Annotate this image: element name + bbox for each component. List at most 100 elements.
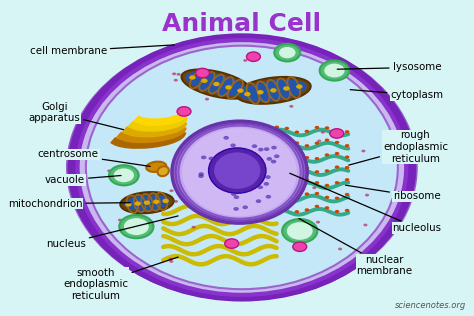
Circle shape	[284, 169, 289, 172]
Circle shape	[274, 170, 279, 173]
Circle shape	[118, 219, 122, 222]
Circle shape	[182, 120, 186, 123]
Circle shape	[153, 200, 160, 204]
Circle shape	[345, 193, 349, 196]
Circle shape	[198, 174, 204, 178]
Circle shape	[274, 204, 279, 208]
Circle shape	[176, 73, 181, 76]
Circle shape	[274, 141, 279, 144]
Ellipse shape	[78, 40, 406, 295]
Circle shape	[213, 82, 219, 86]
Text: Animal Cell: Animal Cell	[162, 12, 321, 36]
Circle shape	[252, 144, 257, 148]
Circle shape	[315, 192, 319, 195]
Circle shape	[240, 90, 244, 93]
Circle shape	[233, 207, 239, 211]
Circle shape	[325, 206, 329, 210]
Text: mitochondrion: mitochondrion	[8, 199, 130, 209]
Circle shape	[257, 90, 264, 94]
Circle shape	[305, 167, 309, 170]
Ellipse shape	[119, 215, 154, 238]
Circle shape	[330, 129, 344, 138]
Circle shape	[191, 226, 196, 228]
Circle shape	[335, 130, 339, 133]
Circle shape	[335, 197, 339, 200]
Circle shape	[305, 222, 310, 224]
Circle shape	[335, 141, 339, 144]
Circle shape	[257, 185, 263, 189]
Circle shape	[223, 136, 229, 140]
Circle shape	[299, 230, 303, 233]
Ellipse shape	[182, 128, 297, 216]
Circle shape	[243, 59, 247, 62]
Circle shape	[345, 155, 349, 159]
Ellipse shape	[236, 77, 310, 104]
Circle shape	[196, 68, 210, 78]
Ellipse shape	[67, 35, 416, 300]
Ellipse shape	[214, 152, 260, 189]
Text: Golgi
apparatus: Golgi apparatus	[28, 101, 123, 130]
Circle shape	[135, 201, 141, 206]
Circle shape	[325, 169, 329, 173]
Circle shape	[201, 155, 207, 159]
Text: smooth
endoplasmic
reticulum: smooth endoplasmic reticulum	[64, 257, 178, 301]
Ellipse shape	[172, 121, 307, 223]
Circle shape	[205, 98, 209, 100]
Circle shape	[265, 175, 271, 179]
Circle shape	[284, 207, 289, 210]
Circle shape	[284, 196, 289, 199]
Circle shape	[244, 149, 249, 153]
Ellipse shape	[274, 44, 300, 61]
Circle shape	[325, 184, 329, 187]
Circle shape	[173, 79, 178, 82]
Circle shape	[172, 72, 176, 75]
Circle shape	[274, 155, 280, 158]
Circle shape	[107, 169, 111, 172]
Circle shape	[274, 182, 279, 185]
Circle shape	[335, 210, 339, 213]
Circle shape	[305, 144, 309, 147]
Ellipse shape	[157, 166, 169, 176]
Circle shape	[264, 147, 269, 151]
Ellipse shape	[240, 79, 307, 101]
Circle shape	[293, 242, 307, 252]
Circle shape	[237, 88, 244, 93]
Circle shape	[144, 200, 150, 205]
Circle shape	[317, 140, 321, 143]
Circle shape	[177, 107, 191, 116]
Circle shape	[365, 194, 369, 197]
Circle shape	[225, 85, 232, 89]
Ellipse shape	[319, 60, 349, 81]
Circle shape	[363, 224, 367, 227]
Circle shape	[209, 157, 214, 160]
Ellipse shape	[287, 222, 313, 240]
Circle shape	[266, 157, 272, 161]
Circle shape	[255, 199, 261, 203]
Circle shape	[169, 189, 173, 192]
Circle shape	[305, 208, 309, 211]
Circle shape	[283, 86, 290, 91]
Circle shape	[345, 130, 349, 133]
Circle shape	[305, 192, 309, 196]
Circle shape	[335, 166, 339, 168]
Text: sciencenotes.org: sciencenotes.org	[395, 301, 466, 310]
Circle shape	[169, 260, 173, 263]
Circle shape	[234, 195, 239, 199]
Circle shape	[325, 138, 329, 142]
Circle shape	[174, 200, 178, 203]
Ellipse shape	[182, 70, 251, 99]
Circle shape	[274, 125, 279, 129]
Ellipse shape	[86, 46, 398, 289]
Circle shape	[305, 156, 309, 159]
Text: nucleus: nucleus	[46, 216, 178, 249]
Ellipse shape	[114, 168, 134, 182]
Text: cell membrane: cell membrane	[30, 45, 174, 56]
Text: lysosome: lysosome	[337, 62, 441, 72]
Ellipse shape	[146, 161, 166, 172]
Circle shape	[246, 52, 260, 61]
Circle shape	[294, 196, 299, 199]
Circle shape	[135, 194, 138, 197]
Circle shape	[345, 166, 349, 169]
Circle shape	[312, 186, 317, 189]
Circle shape	[325, 126, 329, 130]
